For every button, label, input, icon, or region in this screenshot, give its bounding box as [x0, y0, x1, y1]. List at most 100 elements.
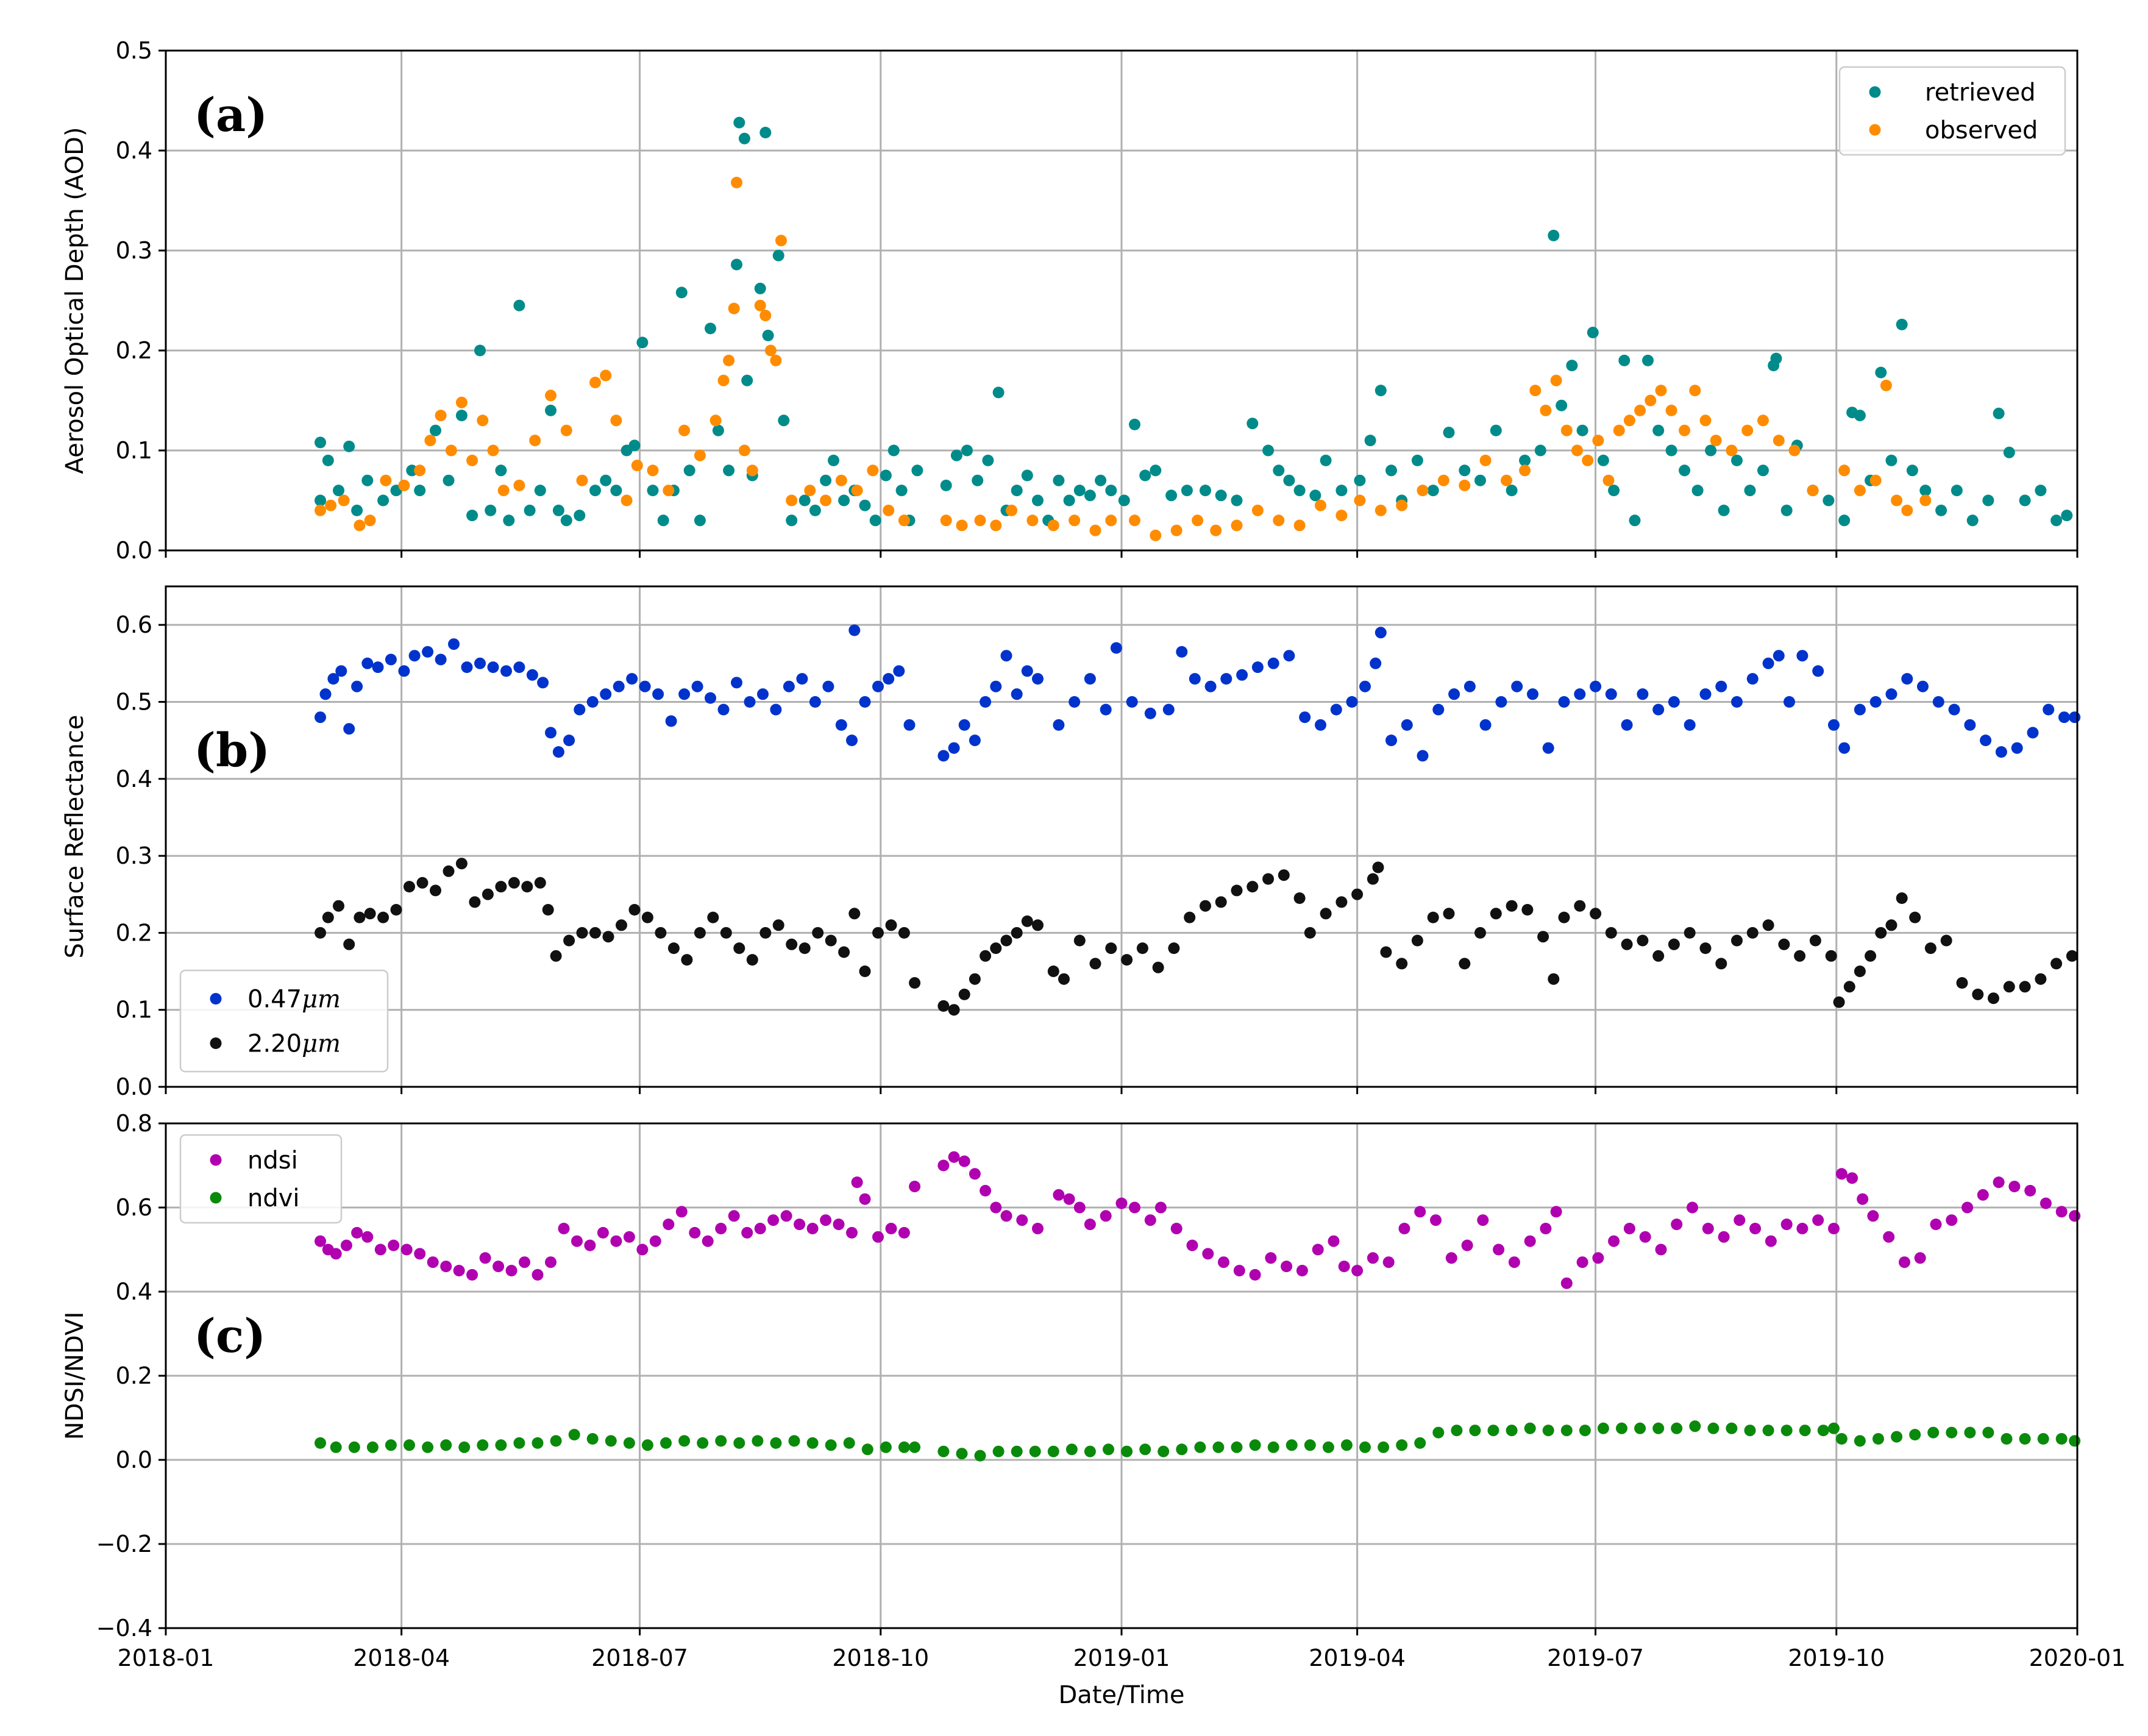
data-point [1901, 673, 1913, 685]
data-point [1715, 958, 1727, 970]
data-point [786, 938, 798, 950]
data-point [2037, 1433, 2049, 1445]
data-point [1988, 992, 1999, 1005]
data-point [1210, 524, 1222, 536]
data-point [537, 677, 549, 689]
data-point [663, 485, 675, 497]
data-point [1788, 444, 1801, 457]
data-point [550, 950, 562, 962]
data-point [1367, 873, 1379, 885]
data-point [956, 519, 968, 532]
data-point [1993, 1176, 2005, 1189]
data-point [702, 1235, 714, 1247]
data-point [621, 494, 633, 507]
data-point [430, 884, 441, 897]
data-point [1652, 424, 1665, 436]
data-point [1359, 1441, 1371, 1453]
data-point [1765, 1235, 1777, 1247]
data-point [895, 485, 908, 497]
data-point [1474, 474, 1486, 486]
data-point [980, 950, 992, 962]
data-point [1537, 931, 1549, 943]
data-point [626, 673, 638, 685]
data-point [1432, 1426, 1445, 1439]
data-point [398, 665, 410, 677]
data-point [1689, 1420, 1701, 1432]
data-point [1021, 665, 1033, 677]
data-point [1380, 946, 1392, 958]
data-point [1891, 494, 1903, 507]
data-point [1560, 424, 1573, 436]
series-retrieved [315, 116, 2073, 527]
x-axis-title: Date/Time [1059, 1681, 1185, 1709]
data-point [474, 657, 486, 669]
data-point [343, 440, 355, 452]
data-point [1126, 696, 1138, 708]
data-point [505, 1265, 517, 1276]
data-point [524, 504, 536, 516]
data-point [1354, 494, 1366, 507]
data-point [746, 954, 758, 966]
data-point [377, 911, 389, 923]
data-point [1780, 1425, 1793, 1437]
series-ndvi [315, 1420, 2081, 1462]
data-point [728, 302, 740, 315]
data-point [961, 444, 973, 457]
data-point [1474, 927, 1486, 939]
data-point [798, 942, 811, 955]
data-point [613, 680, 625, 692]
data-point [1283, 474, 1295, 486]
legend-label: retrieved [1925, 79, 2036, 107]
data-point [1103, 1443, 1114, 1456]
data-point [521, 881, 533, 893]
data-point [1487, 1425, 1499, 1437]
data-point [1262, 873, 1275, 885]
data-point [1459, 479, 1471, 491]
data-point [1524, 1235, 1536, 1247]
data-point [1000, 1210, 1012, 1222]
data-point [1246, 418, 1259, 430]
data-point [568, 1429, 580, 1441]
data-point [974, 514, 986, 527]
data-point [969, 735, 981, 747]
data-point [1825, 950, 1837, 962]
data-point [448, 638, 460, 650]
data-point [880, 469, 892, 482]
data-point [833, 1218, 845, 1231]
data-point [1964, 1426, 1976, 1439]
data-point [319, 688, 332, 700]
data-point [657, 514, 669, 527]
data-point [861, 1443, 873, 1456]
data-point [1312, 1243, 1324, 1256]
data-point [1885, 688, 1897, 700]
data-point [2035, 485, 2047, 497]
data-point [1705, 444, 1717, 457]
data-point [1843, 981, 1855, 993]
data-point [1993, 407, 2005, 419]
data-point [1896, 892, 1908, 904]
data-point [1519, 464, 1531, 477]
data-point [586, 696, 599, 708]
y-tick-label: 0.2 [116, 919, 152, 946]
data-point [2050, 514, 2063, 527]
data-point [552, 746, 564, 758]
data-point [705, 322, 716, 335]
data-point [600, 474, 612, 486]
data-point [1780, 504, 1793, 516]
data-point [1746, 927, 1759, 939]
data-point [786, 494, 798, 507]
data-point [1734, 1214, 1746, 1226]
data-point [764, 344, 777, 357]
data-point [1691, 485, 1704, 497]
data-point [990, 680, 1002, 692]
data-point [1799, 1425, 1811, 1437]
data-point [937, 1445, 950, 1457]
data-point [1718, 1231, 1730, 1243]
data-point [1265, 1252, 1277, 1264]
y-tick-label: 0.6 [116, 1194, 152, 1221]
data-point [1351, 888, 1364, 900]
data-point [1375, 627, 1387, 639]
data-point [1189, 673, 1201, 685]
data-point [1154, 1201, 1167, 1214]
